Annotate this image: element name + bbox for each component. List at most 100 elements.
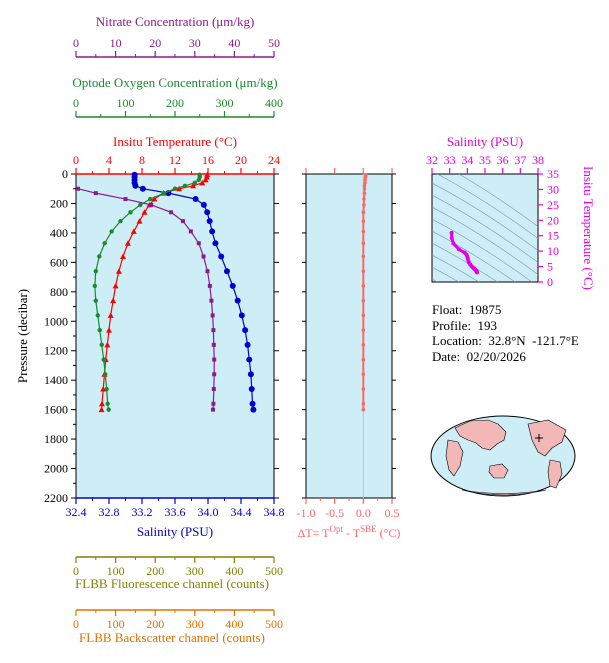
nitrate-point bbox=[75, 186, 80, 191]
main-profile-panel bbox=[75, 173, 275, 499]
delta-t-point bbox=[363, 175, 368, 179]
temperature-tick-label: 24 bbox=[268, 153, 280, 167]
ts-temperature-tick-label: 10 bbox=[547, 244, 559, 258]
salinity-tick-label: 34.8 bbox=[264, 505, 285, 519]
oxygen-point bbox=[105, 401, 110, 406]
ts-point bbox=[456, 247, 461, 252]
oxygen-point bbox=[99, 342, 104, 348]
ts-temperature-tick-label: 5 bbox=[547, 260, 553, 274]
salinity-axis-title: Salinity (PSU) bbox=[137, 524, 213, 539]
pressure-tick-label: 400 bbox=[50, 226, 68, 240]
salinity-point bbox=[249, 400, 256, 407]
delta-t-tick-label: -0.5 bbox=[325, 506, 344, 520]
delta-t-point bbox=[361, 229, 366, 234]
delta-t-panel bbox=[305, 173, 393, 499]
delta-t-point bbox=[361, 254, 366, 259]
temperature-point bbox=[110, 297, 117, 304]
temperature-tick-label: 4 bbox=[106, 153, 112, 167]
salinity-tick-label: 33.2 bbox=[132, 505, 153, 519]
ts-salinity-tick-label: 32 bbox=[426, 153, 438, 167]
delta-t-point bbox=[362, 203, 366, 207]
temperature-point bbox=[151, 196, 158, 202]
nitrate-point bbox=[212, 372, 217, 377]
temperature-point bbox=[176, 185, 183, 192]
oxygen-tick-label: 200 bbox=[166, 96, 184, 110]
nitrate-point bbox=[205, 269, 210, 274]
delta-t-point bbox=[361, 343, 366, 347]
temperature-point bbox=[107, 312, 114, 318]
ts-temperature-tick-label: 20 bbox=[547, 213, 559, 227]
delta-t-point bbox=[361, 298, 366, 303]
temperature-point bbox=[141, 209, 148, 215]
temperature-point bbox=[115, 268, 122, 274]
temperature-tick-label: 0 bbox=[73, 153, 79, 167]
pressure-tick-label: 1800 bbox=[44, 432, 68, 446]
delta-t-axis-title: ΔT= TOpt - TSBE (°C) bbox=[298, 524, 401, 540]
temperature-point bbox=[98, 406, 105, 413]
fluorescence-tick-label: 300 bbox=[186, 564, 204, 578]
density-contour bbox=[432, 194, 538, 263]
land-antarctica bbox=[461, 489, 547, 496]
ts-point bbox=[449, 236, 454, 241]
temperature-point bbox=[202, 176, 209, 183]
delta-t-point bbox=[362, 191, 367, 195]
land-south-america bbox=[547, 459, 563, 489]
delta-t-tick-label: 0.0 bbox=[356, 506, 371, 520]
ts-temperature-tick-label: 35 bbox=[547, 167, 559, 181]
ts-salinity-tick-label: 38 bbox=[532, 153, 544, 167]
salinity-point bbox=[200, 201, 207, 208]
oxygen-point bbox=[97, 327, 102, 333]
nitrate-point bbox=[180, 219, 185, 224]
oxygen-point bbox=[97, 254, 102, 259]
delta-t-point bbox=[361, 210, 366, 215]
nitrate-point bbox=[211, 328, 216, 333]
nitrate-point bbox=[93, 191, 98, 196]
salinity-point bbox=[132, 182, 139, 189]
backscatter-tick-label: 100 bbox=[107, 617, 125, 631]
oxygen-point bbox=[118, 218, 123, 224]
pressure-tick-label: 800 bbox=[50, 285, 68, 299]
nitrate-tick-label: 10 bbox=[110, 36, 122, 50]
ts-temperature-axis-title: Insitu Temperature (°C) bbox=[581, 166, 596, 290]
oxygen-point bbox=[106, 407, 111, 412]
oxygen-point bbox=[109, 229, 114, 234]
nitrate-point bbox=[201, 254, 206, 259]
salinity-point bbox=[218, 253, 225, 260]
profile-number: Profile: 193 bbox=[432, 317, 497, 333]
ts-point bbox=[475, 270, 480, 275]
float-location: Location: 32.8°N -121.7°E bbox=[432, 333, 579, 348]
density-contour bbox=[432, 254, 480, 282]
nitrate-point bbox=[207, 283, 212, 288]
salinity-point bbox=[192, 196, 199, 203]
salinity-tick-label: 34.0 bbox=[198, 505, 219, 519]
salinity-tick-label: 32.4 bbox=[66, 505, 87, 519]
ts-salinity-tick-label: 36 bbox=[497, 153, 509, 167]
pressure-tick-label: 600 bbox=[50, 255, 68, 269]
nitrate-series-line bbox=[77, 188, 215, 410]
delta-t-point bbox=[363, 178, 367, 182]
nitrate-point bbox=[196, 241, 201, 246]
density-contour bbox=[432, 218, 533, 282]
density-contour bbox=[436, 174, 538, 239]
temperature-tick-label: 12 bbox=[169, 153, 181, 167]
density-contour bbox=[432, 278, 439, 282]
nitrate-tick-label: 20 bbox=[149, 36, 161, 50]
oxygen-point bbox=[182, 183, 188, 188]
temperature-point bbox=[190, 182, 197, 189]
nitrate-point bbox=[123, 197, 128, 202]
nitrate-point bbox=[149, 202, 154, 207]
density-contour bbox=[458, 174, 538, 227]
salinity-point bbox=[250, 406, 257, 413]
delta-t-point bbox=[362, 197, 366, 201]
pressure-tick-label: 200 bbox=[50, 196, 68, 210]
oxygen-point bbox=[95, 313, 100, 318]
nitrate-tick-label: 50 bbox=[268, 36, 280, 50]
ts-temperature-tick-label: 0 bbox=[547, 275, 553, 289]
delta-t-point bbox=[361, 241, 366, 246]
density-contour bbox=[432, 230, 516, 282]
float-id: Float: 19875 bbox=[432, 302, 502, 317]
nitrate-point bbox=[211, 401, 216, 406]
nitrate-point bbox=[188, 229, 193, 234]
profile-date: Date: 02/20/2026 bbox=[432, 348, 526, 364]
oxygen-point bbox=[148, 196, 153, 202]
